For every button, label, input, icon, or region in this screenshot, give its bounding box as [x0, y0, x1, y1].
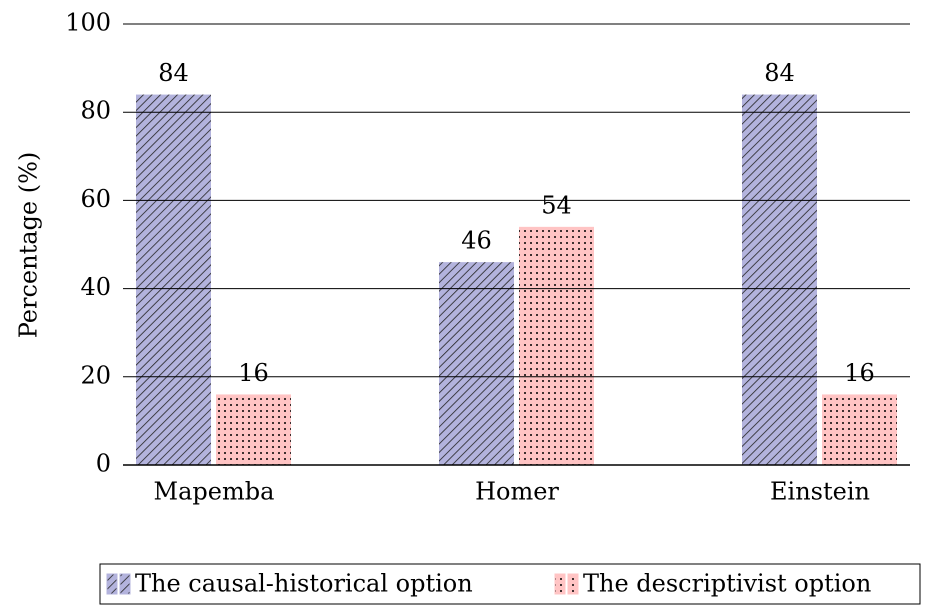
bar [136, 94, 211, 465]
legend-box [99, 563, 921, 605]
y-tick-label: 80 [80, 97, 111, 125]
bar [822, 394, 897, 465]
y-axis-label: Percentage (%) [15, 152, 43, 339]
data-label: 16 [238, 359, 269, 387]
y-tick-label: 0 [96, 450, 111, 478]
data-label: 54 [541, 191, 572, 219]
legend-swatch [554, 573, 566, 595]
x-tick-label: Mapemba [154, 478, 275, 506]
data-label: 84 [158, 59, 189, 87]
legend-swatch [567, 573, 579, 595]
legend-label: The causal-historical option [135, 570, 473, 598]
y-tick-label: 100 [65, 9, 111, 37]
data-label: 84 [764, 59, 795, 87]
y-tick-label: 60 [80, 185, 111, 213]
data-label: 46 [461, 227, 492, 255]
data-label: 16 [844, 359, 875, 387]
legend-swatch [106, 573, 118, 595]
legend-swatch [119, 573, 131, 595]
bar [742, 94, 817, 465]
bar [216, 394, 291, 465]
x-tick-label: Homer [475, 478, 559, 506]
legend-label: The descriptivist option [583, 570, 871, 598]
x-tick-label: Einstein [770, 478, 870, 506]
y-tick-label: 20 [80, 361, 111, 389]
y-tick-label: 40 [80, 273, 111, 301]
bar [519, 226, 594, 465]
bar [439, 262, 514, 465]
